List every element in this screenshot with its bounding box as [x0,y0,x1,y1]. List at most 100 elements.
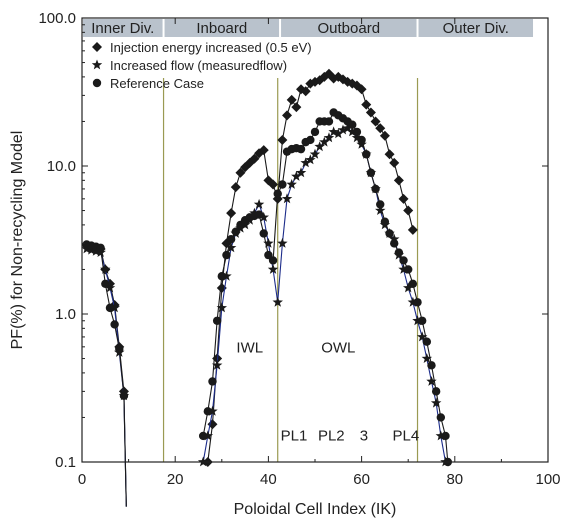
point-diamond [258,145,269,156]
point-star [202,430,214,441]
point-circle [254,210,264,219]
annotation-1: OWL [321,339,355,356]
point-star [416,331,428,342]
y-tick-label-0: 0.1 [55,454,76,471]
point-diamond [235,167,246,178]
region-bands: Inner Div. Inboard Outboard Outer Div. [83,19,534,37]
point-circle [399,256,408,265]
point-circle [278,180,287,189]
point-circle [217,272,226,281]
point-star [253,198,265,209]
series-circle [82,108,453,507]
point-diamond [365,107,376,118]
point-diamond [286,94,297,105]
point-circle [380,217,390,226]
point-diamond [393,175,404,186]
legend-marker-star [91,59,103,70]
legend-marker-diamond [92,42,102,52]
axis-ticks: 0 20 40 60 80 100 0.1 1.0 10.0 100.0 [38,10,560,488]
point-circle [231,227,240,236]
point-star [314,141,325,152]
point-star [426,376,437,386]
region-label-3: Outer Div. [443,20,509,37]
y-tick-label-3: 100.0 [38,10,76,27]
point-diamond [300,86,311,97]
point-circle [222,250,231,260]
point-star [277,237,288,248]
annotation-5: PL4 [393,427,420,444]
point-circle [404,265,413,274]
annotation-2: PL1 [281,427,308,444]
point-diamond [375,123,386,134]
point-circle [268,256,278,265]
annotation-3: PL2 [318,427,345,444]
point-circle [422,337,432,346]
point-star [351,132,363,143]
legend-marker-circle [92,78,102,88]
point-circle [259,229,268,238]
region-band-2 [281,19,417,37]
point-star [258,211,269,222]
point-circle [390,239,399,248]
point-circle [324,117,334,126]
point-star [104,282,116,293]
point-diamond [361,99,372,110]
separatrix-lines [162,78,419,462]
region-label-2: Outboard [318,20,381,37]
point-diamond [379,130,390,141]
point-circle [119,391,129,401]
series-line-star-1 [202,127,447,463]
point-circle [441,431,450,441]
point-circle [310,127,320,137]
point-circle [226,235,236,244]
point-star [398,263,409,274]
point-circle [348,120,357,129]
point-circle [212,316,222,325]
legend-label-0: Injection energy increased (0.5 eV) [110,40,312,55]
point-diamond [282,110,293,121]
point-star [207,405,218,416]
point-circle [101,279,110,288]
point-circle [203,407,213,416]
point-circle [427,361,436,370]
point-star [337,124,349,135]
point-circle [385,229,394,238]
point-star [347,126,358,137]
point-circle [431,387,441,396]
point-diamond [291,102,302,113]
point-circle [352,127,362,137]
legend-label-1: Increased flow (measuredflow) [110,58,287,73]
point-diamond [356,84,367,95]
y-axis-title: PF(%) for Non-recycling Model [9,131,26,350]
point-circle [273,189,282,198]
point-star [430,397,442,408]
point-circle [362,150,371,159]
point-star [272,296,283,307]
point-star [323,132,335,143]
point-star [328,126,339,137]
x-tick-label-0: 0 [78,471,86,488]
point-star [295,167,307,178]
x-tick-label-1: 20 [167,471,184,488]
legend-label-2: Reference Case [110,76,204,91]
point-star [263,237,274,248]
point-diamond [403,205,414,216]
point-star [225,242,237,253]
point-star [389,233,400,244]
point-star [407,296,419,307]
point-star [375,205,386,215]
series-line-diamond-1 [207,73,414,463]
x-axis-title: Poloidal Cell Index (IK) [234,501,397,518]
point-circle [366,168,376,177]
point-circle [208,377,217,386]
point-circle [413,298,422,307]
point-circle [296,144,306,154]
legend: Injection energy increased (0.5 eV) Incre… [91,40,312,91]
point-star [100,263,111,274]
x-tick-label-2: 40 [260,471,277,488]
annotations: IWL OWL PL1 PL2 3 PL4 [236,339,419,444]
point-diamond [370,116,381,127]
point-circle [408,279,418,288]
point-star [435,430,447,441]
point-circle [105,303,115,313]
